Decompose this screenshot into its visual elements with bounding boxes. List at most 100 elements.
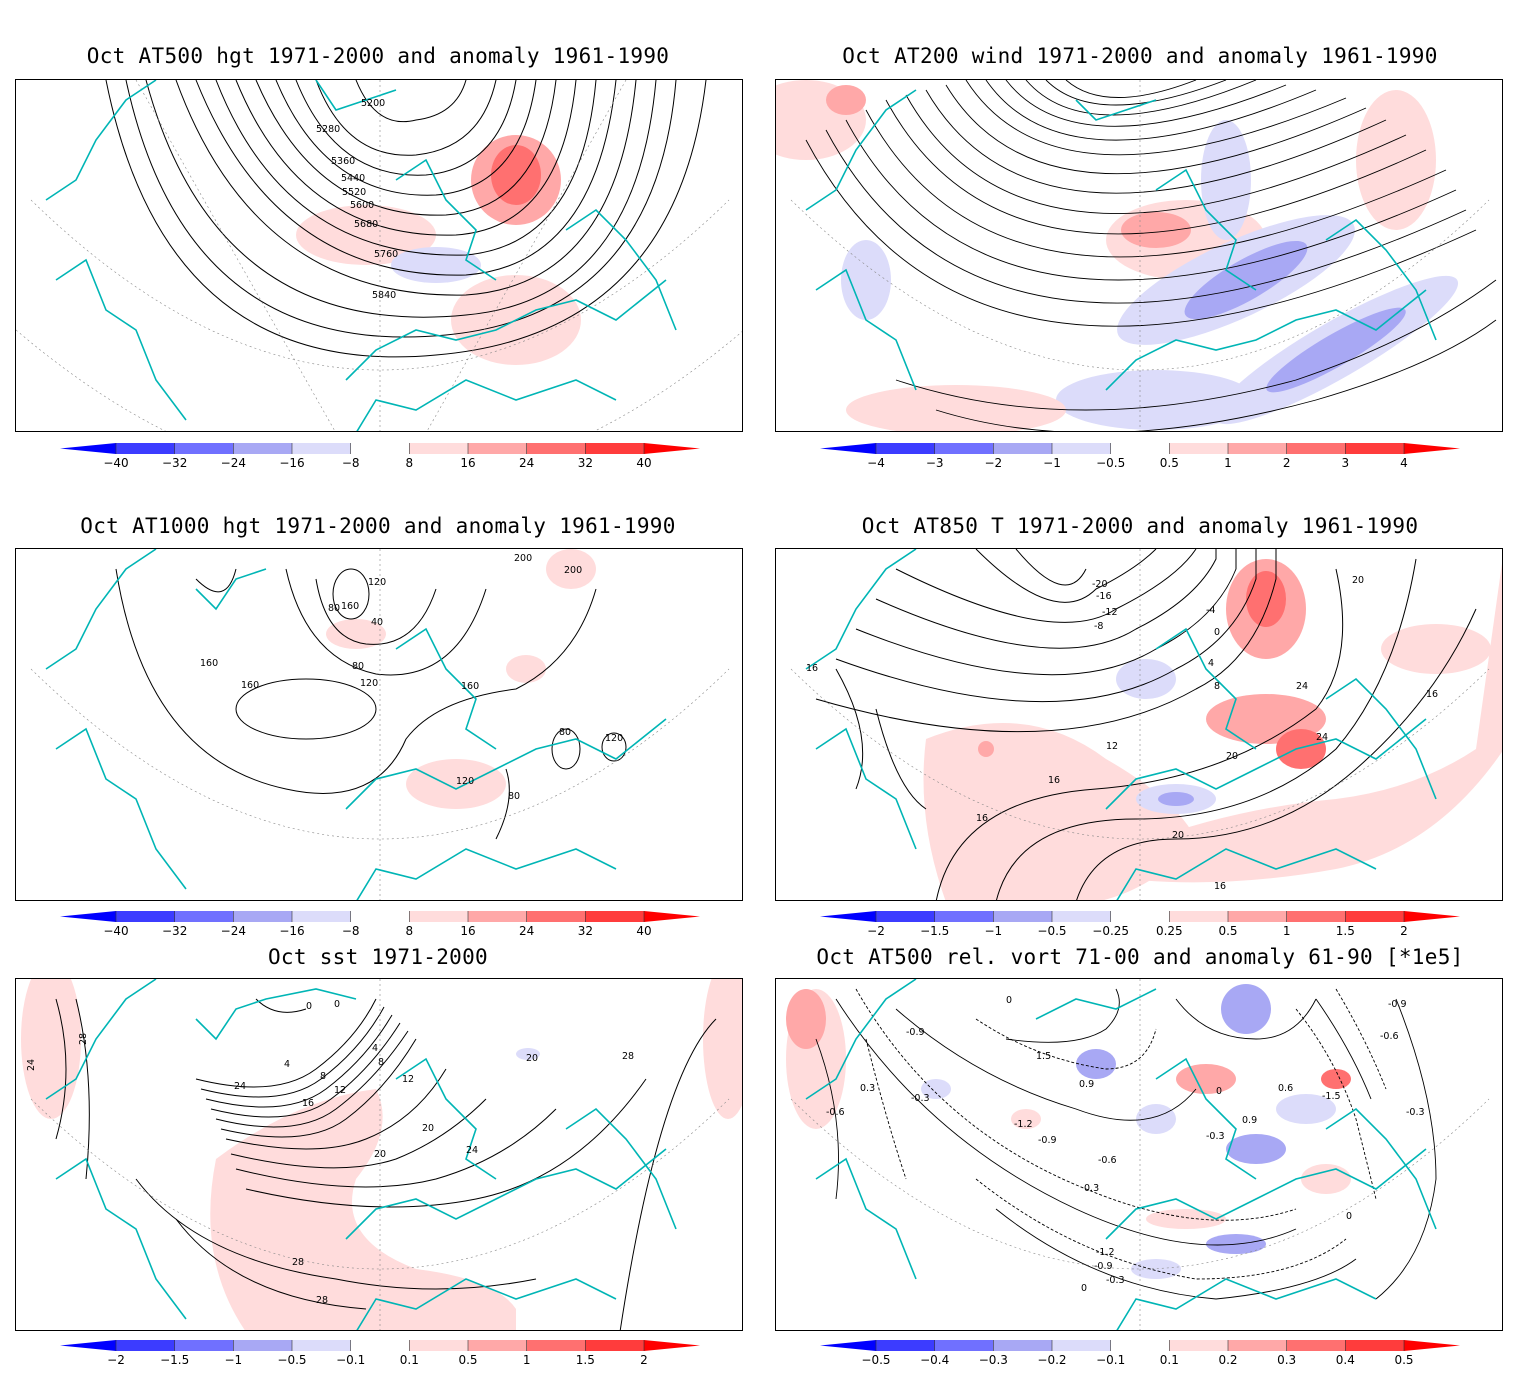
colorbar-tick-label: 2 [1400,924,1408,938]
svg-text:16: 16 [1048,775,1060,786]
svg-text:16: 16 [806,663,818,674]
colorbar-arrow-left [60,443,116,454]
contour-labels: 120 80 160 40 200 200 160 160 80 120 160… [200,553,623,802]
svg-text:0.6: 0.6 [1278,1083,1293,1094]
colorbar-tick-label: 0.1 [1160,1353,1179,1367]
colorbar-tick-label: −0.5 [861,1353,890,1367]
svg-text:28: 28 [622,1051,634,1062]
colorbar-segment [292,443,351,454]
svg-text:16: 16 [1426,689,1438,700]
colorbar-tick-label: 40 [636,456,651,470]
colorbar-tick-label: 0.5 [458,1353,477,1367]
colorbar-tick-label: 4 [1400,456,1408,470]
colorbar-segment [1110,911,1170,922]
svg-text:120: 120 [456,776,474,787]
colorbar-segment [1286,1340,1346,1351]
panel-title-sst: Oct sst 1971-2000 [267,945,489,969]
colorbar-arrow-right [644,911,700,922]
colorbar-segment [1345,911,1404,922]
colorbar-tick-label: 0.25 [1156,924,1183,938]
colorbar-segment [1052,443,1111,454]
colorbar-tick-label: 16 [460,924,475,938]
svg-text:-0.9: -0.9 [1038,1135,1057,1146]
svg-text:5360: 5360 [331,156,355,167]
svg-text:0: 0 [1346,1211,1352,1222]
colorbar-segment [1228,443,1287,454]
svg-text:120: 120 [360,678,378,689]
height-contours [115,568,627,840]
svg-text:-4: -4 [1206,605,1215,616]
colorbar-tick-label: −40 [103,456,128,470]
colorbar-at850-t: −2 −1.5 −1 −0.5 −0.25 0.25 0.5 1 1.5 2 [815,908,1475,948]
colorbar-arrow-right [1404,911,1460,922]
colorbar-segment [174,1340,234,1351]
map-canvas-at1000-hgt: 120 80 160 40 200 200 160 160 80 120 160… [30,549,730,900]
svg-text:80: 80 [352,661,364,672]
panel-title-at500-hgt: Oct AT500 hgt 1971-2000 and anomaly 1961… [86,44,670,68]
colorbar-tick-label: −0.1 [336,1353,365,1367]
colorbar-segment [585,911,644,922]
svg-text:24: 24 [1316,732,1328,743]
colorbar-tick-label: 0.3 [1277,1353,1296,1367]
height-contours [105,80,707,358]
svg-text:80: 80 [508,791,520,802]
graticule [790,549,1490,900]
colorbar-arrow-left [820,443,876,454]
map-at500-hgt: 5200 5280 5360 5440 5520 5600 5680 5760 … [15,79,743,432]
map-canvas-at200-wind [776,80,1497,431]
colorbar-segment [876,1340,935,1351]
colorbar-segment [409,443,468,454]
colorbar-segment [1169,443,1228,454]
colorbar-tick-label: −1.5 [920,924,949,938]
svg-text:5760: 5760 [374,249,398,260]
coastlines [805,549,1437,900]
svg-text:0: 0 [1081,1283,1087,1294]
colorbar-segment [1169,911,1228,922]
graticule [790,979,1490,1330]
colorbar-tick-label: −0.25 [1092,924,1129,938]
colorbar-tick-label: 16 [460,456,475,470]
colorbar-segment [174,443,234,454]
svg-text:12: 12 [334,1085,346,1096]
svg-text:8: 8 [1214,681,1220,692]
colorbar-tick-label: −1 [1043,456,1061,470]
coastlines [45,979,677,1330]
colorbar-tick-label: −8 [342,924,360,938]
colorbar-tick-label: −1 [984,924,1002,938]
svg-text:20: 20 [526,1053,538,1064]
colorbar-segment [468,1340,527,1351]
colorbar-segment [585,443,644,454]
map-sst: 28 24 0 0 4 4 8 8 12 16 20 20 24 24 28 2… [15,978,743,1331]
map-canvas-rel-vort: -0.9 0.3 -0.6 -0.3 0 1.5 0.9 -0.9 -1.2 -… [786,979,1490,1330]
coastlines [45,549,667,900]
svg-text:120: 120 [368,577,386,588]
svg-text:0.9: 0.9 [1242,1115,1257,1126]
colorbar-tick-label: 1.5 [576,1353,595,1367]
colorbar-segment [409,1340,468,1351]
colorbar-segment [350,443,410,454]
colorbar-tick-label: 2 [1283,456,1291,470]
colorbar-segment [526,1340,586,1351]
colorbar-segment [1228,1340,1287,1351]
colorbar-segment [468,911,527,922]
colorbar-tick-label: −24 [221,924,246,938]
svg-text:-0.3: -0.3 [1106,1275,1125,1286]
svg-text:-0.6: -0.6 [1098,1155,1117,1166]
colorbar-tick-label: −0.5 [277,1353,306,1367]
anomaly-shading [776,80,1459,431]
colorbar-tick-label: 0.1 [400,1353,419,1367]
colorbar-segment [526,443,586,454]
colorbar-at200-wind: −4 −3 −2 −1 −0.5 0.5 1 2 3 4 [815,440,1475,480]
streamlines [805,80,1497,431]
colorbar-segment [876,911,935,922]
colorbar-at500-hgt: −40 −32 −24 −16 −8 8 16 24 32 40 [55,440,715,480]
svg-text:40: 40 [371,617,383,628]
svg-text:0: 0 [334,999,340,1010]
graticule [790,80,1490,431]
colorbar-tick-label: −0.5 [1096,456,1125,470]
svg-text:5520: 5520 [342,187,366,198]
colorbar-segment [409,911,468,922]
colorbar-tick-label: 0.4 [1336,1353,1355,1367]
svg-text:5680: 5680 [354,219,378,230]
colorbar-arrow-left [820,911,876,922]
